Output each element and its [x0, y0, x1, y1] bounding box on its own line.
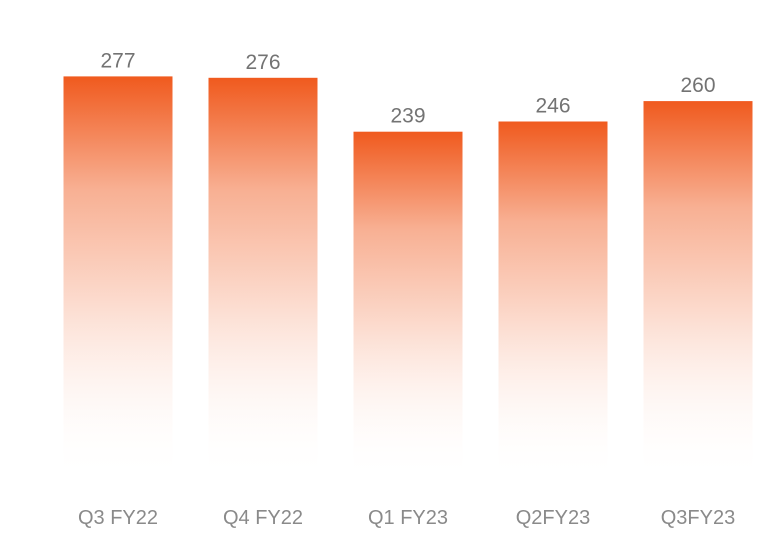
bar-q2fy23 — [498, 121, 608, 480]
data-label: 246 — [535, 95, 570, 118]
bar-q3fy23 — [643, 101, 753, 480]
bar-q1-fy23 — [353, 131, 463, 480]
x-tick-label: Q3 FY22 — [78, 507, 158, 529]
x-tick-label: Q4 FY22 — [223, 507, 303, 529]
bars-layer — [63, 76, 753, 481]
data-label: 260 — [680, 74, 715, 97]
x-tick-label: Q3FY23 — [661, 507, 735, 529]
value-labels-layer: 277 276 239 246 260 — [100, 49, 715, 127]
bar-q3-fy22 — [63, 76, 173, 481]
data-label: 277 — [100, 49, 135, 72]
x-tick-label: Q1 FY23 — [368, 507, 448, 529]
bar-q4-fy22 — [208, 77, 318, 481]
category-tick-labels: Q3 FY22 Q4 FY22 Q1 FY23 Q2FY23 Q3FY23 — [78, 507, 735, 529]
data-label: 239 — [390, 105, 425, 128]
data-label: 276 — [245, 51, 280, 74]
x-tick-label: Q2FY23 — [516, 507, 590, 529]
